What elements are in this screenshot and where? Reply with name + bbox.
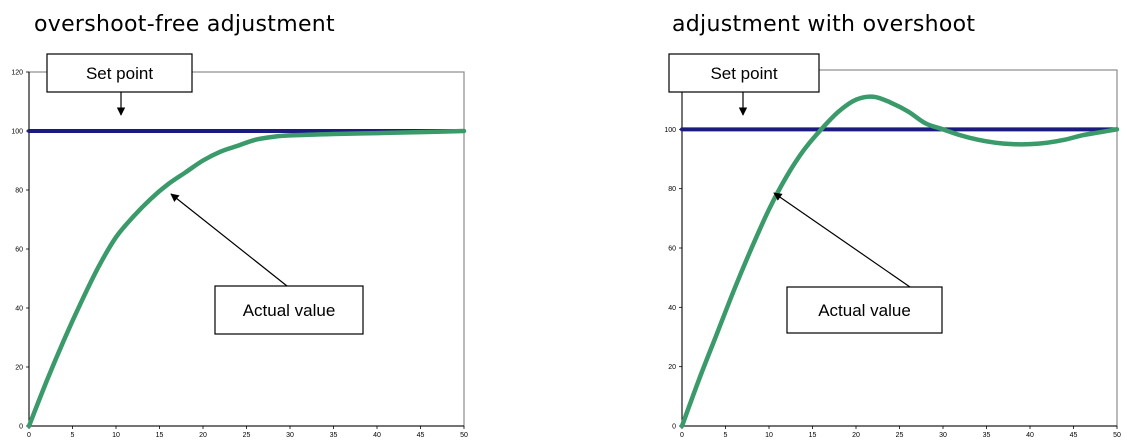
callout-label: Actual value: [243, 301, 336, 320]
chart-overshoot-free: 0 5 10 15 20 25 30 35 40 45 50 0 20 40 60 80 100 120 Set p…: [11, 53, 468, 439]
callout-box: [214, 285, 364, 335]
set-point-callout: Set point: [668, 53, 820, 116]
x-tick-label: 0: [27, 432, 31, 439]
x-tick-label: 25: [896, 432, 904, 439]
actual-value-callout: Actual value: [170, 193, 364, 335]
x-tick-label: 25: [243, 432, 251, 439]
callout-arrow: [773, 192, 911, 288]
set-point-callout: Set point: [46, 53, 193, 116]
y-tick-label: 20: [15, 365, 23, 372]
x-tick-label: 50: [1113, 432, 1121, 439]
chart-panel-with-overshoot: adjustment with overshoot 0 5 10 15 20 25 30 35…: [565, 0, 1129, 442]
x-tick-label: 40: [1026, 432, 1034, 439]
actual-value-callout: Actual value: [773, 192, 943, 334]
callout-box: [786, 286, 943, 334]
y-tick-label: 60: [668, 246, 676, 253]
plot-area-frame: [28, 71, 465, 427]
y-tick-label: 80: [15, 188, 23, 195]
actual-value-line: [26, 128, 467, 429]
x-tick-label: 30: [939, 432, 947, 439]
y-tick-label: 40: [15, 306, 23, 313]
actual-value-line: [679, 94, 1120, 429]
x-tick-label: 45: [417, 432, 425, 439]
y-tick-label: 0: [672, 424, 676, 431]
x-tick-label: 0: [680, 432, 684, 439]
x-tick-label: 35: [330, 432, 338, 439]
x-tick-label: 10: [112, 432, 120, 439]
y-tick-label: 20: [668, 364, 676, 371]
chart-with-overshoot: 0510152025303540455002040608010012Set po…: [664, 53, 1121, 439]
callout-arrow: [170, 193, 288, 287]
x-tick-label: 15: [809, 432, 817, 439]
y-tick-label: 0: [19, 424, 23, 431]
x-tick-label: 50: [460, 432, 468, 439]
callout-label: Actual value: [818, 301, 911, 320]
y-tick-label: 80: [668, 186, 676, 193]
y-tick-label: 120: [11, 70, 23, 77]
x-tick-label: 5: [71, 432, 75, 439]
y-tick-label: 100: [11, 129, 23, 136]
callout-label: Set point: [710, 64, 777, 83]
x-tick-label: 40: [373, 432, 381, 439]
callout-box: [668, 53, 820, 93]
x-tick-label: 45: [1070, 432, 1078, 439]
plot-area-frame: [681, 69, 1118, 427]
y-tick-label: 40: [668, 305, 676, 312]
x-tick-label: 30: [286, 432, 294, 439]
chart-title: adjustment with overshoot: [672, 12, 976, 37]
callout-box: [46, 53, 193, 93]
x-tick-label: 5: [724, 432, 728, 439]
y-tick-label: 60: [15, 247, 23, 254]
chart-title: overshoot-free adjustment: [34, 12, 335, 37]
callout-label: Set point: [86, 64, 153, 83]
x-tick-label: 20: [852, 432, 860, 439]
x-tick-label: 35: [983, 432, 991, 439]
y-tick-label: 100: [664, 127, 676, 134]
x-tick-label: 15: [156, 432, 164, 439]
x-tick-label: 10: [765, 432, 773, 439]
chart-panel-overshoot-free: overshoot-free adjustment 0 5 10 15 20 25 30 35…: [0, 0, 560, 442]
x-tick-label: 20: [199, 432, 207, 439]
